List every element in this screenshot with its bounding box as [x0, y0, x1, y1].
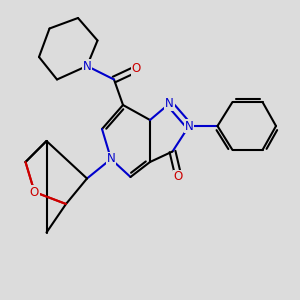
Text: N: N: [184, 119, 194, 133]
Text: O: O: [174, 170, 183, 184]
Text: N: N: [165, 97, 174, 110]
Text: O: O: [30, 185, 39, 199]
Text: O: O: [132, 62, 141, 76]
Text: N: N: [106, 152, 116, 166]
Text: N: N: [82, 59, 91, 73]
